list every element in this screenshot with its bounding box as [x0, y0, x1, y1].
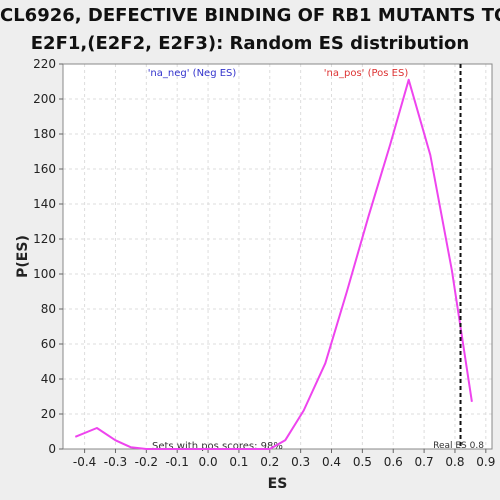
y-tick-label: 180	[33, 127, 56, 141]
y-tick-label: 160	[33, 162, 56, 176]
x-tick-label: 0.9	[476, 455, 495, 469]
x-tick-label: 0.4	[322, 455, 341, 469]
neg-es-label: 'na_neg' (Neg ES)	[148, 68, 237, 79]
y-tick-label: 120	[33, 232, 56, 246]
y-tick-label: 140	[33, 197, 56, 211]
x-tick-label: -0.4	[73, 455, 96, 469]
x-tick-label: 0.7	[415, 455, 434, 469]
x-tick-label: 0.2	[260, 455, 279, 469]
chart-title-line-2: E2F1,(E2F2, E2F3): Random ES distributio…	[30, 33, 470, 54]
y-axis-label: P(ES)	[15, 235, 31, 278]
y-tick-label: 220	[33, 57, 56, 71]
x-tick-label: 0.3	[291, 455, 310, 469]
plot-area	[63, 64, 492, 449]
x-tick-label: -0.1	[165, 455, 188, 469]
x-tick-label: 0.1	[229, 455, 248, 469]
series-line-0	[74, 78, 473, 450]
x-axis-label: ES	[268, 476, 288, 492]
chart-title-line-1: CL6926, DEFECTIVE BINDING OF RB1 MUTANTS…	[0, 5, 500, 26]
y-tick-label: 80	[41, 302, 56, 316]
y-tick-label: 0	[48, 442, 56, 456]
y-tick-label: 100	[33, 267, 56, 281]
x-tick-label: 0.0	[199, 455, 218, 469]
x-tick-label: 0.8	[445, 455, 464, 469]
y-tick-label: 20	[41, 407, 56, 421]
y-tick-label: 60	[41, 337, 56, 351]
y-tick-label: 40	[41, 372, 56, 386]
x-tick-label: 0.6	[384, 455, 403, 469]
x-tick-label: -0.2	[135, 455, 158, 469]
x-tick-label: 0.5	[353, 455, 372, 469]
pos-es-label: 'na_pos' (Pos ES)	[324, 68, 409, 79]
y-tick-label: 200	[33, 92, 56, 106]
plot-frame	[62, 63, 493, 450]
x-tick-label: -0.3	[104, 455, 127, 469]
real-es-label: Real ES 0.8	[433, 441, 484, 451]
sets-with-pos-scores-label: Sets with pos scores: 98%	[152, 441, 283, 452]
